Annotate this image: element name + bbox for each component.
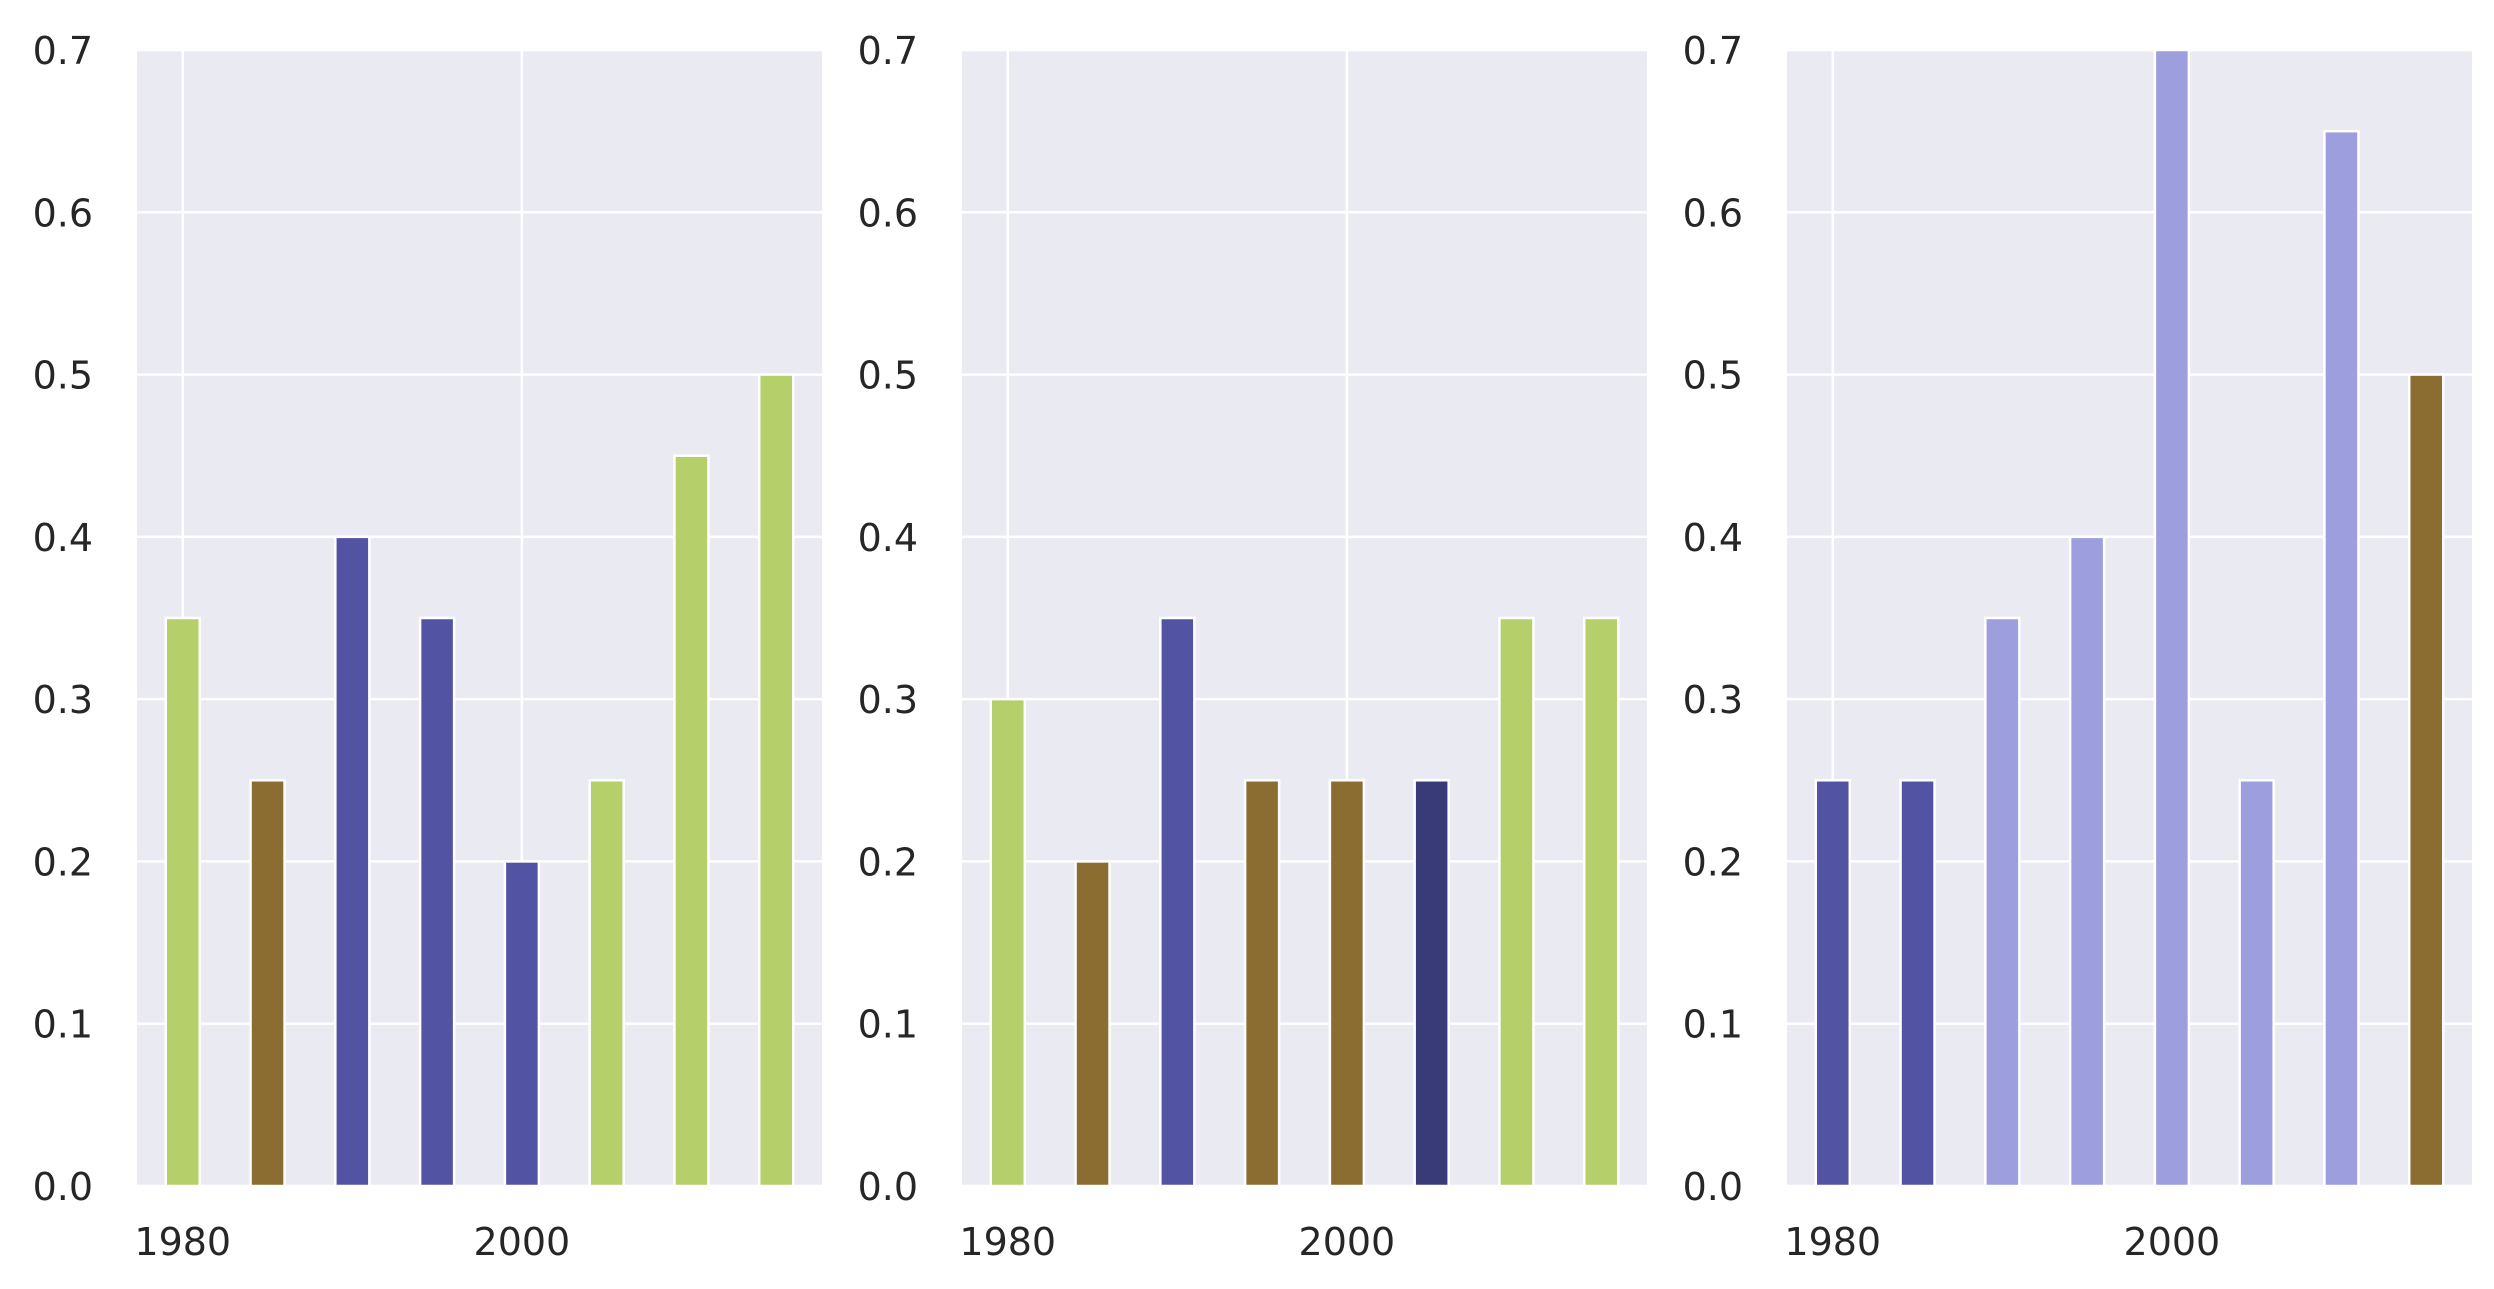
- y-tick-label: 0.1: [858, 1003, 918, 1047]
- x-tick-label: 1980: [1784, 1220, 1881, 1264]
- bar-1985: [1074, 860, 1111, 1188]
- bar-1995: [1243, 779, 1281, 1188]
- y-tick-label: 0.6: [858, 191, 918, 235]
- bar-2000: [1328, 779, 1366, 1188]
- bar-2005: [1413, 779, 1450, 1188]
- bar-2000: [503, 860, 541, 1188]
- bar-1985: [1899, 779, 1936, 1188]
- bar-1980: [1814, 779, 1852, 1188]
- bar-1990: [334, 535, 371, 1188]
- y-tick-label: 0.0: [33, 1165, 93, 1209]
- bar-1980: [164, 616, 202, 1188]
- bar-2005: [588, 779, 625, 1188]
- plot-area: [1787, 50, 2472, 1186]
- y-tick-label: 0.1: [33, 1003, 93, 1047]
- y-tick-label: 0.6: [33, 191, 93, 235]
- bar-2010: [2323, 129, 2360, 1188]
- y-tick-label: 0.5: [1683, 354, 1743, 398]
- x-tick-label: 2000: [1299, 1220, 1396, 1264]
- y-tick-label: 0.7: [1683, 29, 1743, 73]
- bar-1990: [1159, 616, 1196, 1188]
- y-tick-label: 0.3: [858, 678, 918, 722]
- plot-area: [962, 50, 1647, 1186]
- bar-2015: [1582, 616, 1620, 1188]
- y-tick-label: 0.2: [1683, 840, 1743, 884]
- chart-panel-1: 0.0 0.1 0.2 0.3 0.4 0.5 0.6 0.7 1980 2000: [33, 29, 822, 1264]
- y-tick-label: 0.2: [858, 840, 918, 884]
- y-tick-label: 0.0: [858, 1165, 918, 1209]
- y-tick-label: 0.3: [33, 678, 93, 722]
- y-tick-label: 0.3: [1683, 678, 1743, 722]
- y-tick-label: 0.4: [1683, 516, 1743, 560]
- chart-panel-3: 0.0 0.1 0.2 0.3 0.4 0.5 0.6 0.7 1980 2000: [1683, 29, 2472, 1264]
- bar-1995: [2068, 535, 2106, 1188]
- y-tick-label: 0.7: [33, 29, 93, 73]
- y-tick-label: 0.5: [858, 354, 918, 398]
- y-tick-label: 0.6: [1683, 191, 1743, 235]
- bar-2005: [2238, 779, 2275, 1188]
- bar-2015: [757, 373, 795, 1188]
- bar-2000: [2153, 48, 2191, 1188]
- bar-1980: [989, 697, 1027, 1188]
- y-tick-label: 0.4: [858, 516, 918, 560]
- bar-1985: [249, 779, 286, 1188]
- x-tick-label: 1980: [134, 1220, 231, 1264]
- y-tick-label: 0.1: [1683, 1003, 1743, 1047]
- x-tick-label: 1980: [959, 1220, 1056, 1264]
- x-tick-label: 2000: [474, 1220, 571, 1264]
- y-tick-label: 0.4: [33, 516, 93, 560]
- chart-panel-2: 0.0 0.1 0.2 0.3 0.4 0.5 0.6 0.7 1980 2000: [858, 29, 1647, 1264]
- x-tick-label: 2000: [2124, 1220, 2221, 1264]
- y-tick-label: 0.5: [33, 354, 93, 398]
- bar-2010: [1498, 616, 1535, 1188]
- plot-area: [137, 50, 822, 1186]
- y-tick-label: 0.2: [33, 840, 93, 884]
- bar-1990: [1984, 616, 2021, 1188]
- bar-2015: [2407, 373, 2445, 1188]
- y-tick-label: 0.7: [858, 29, 918, 73]
- y-tick-label: 0.0: [1683, 1165, 1743, 1209]
- bar-1995: [418, 616, 456, 1188]
- bar-2010: [673, 454, 710, 1188]
